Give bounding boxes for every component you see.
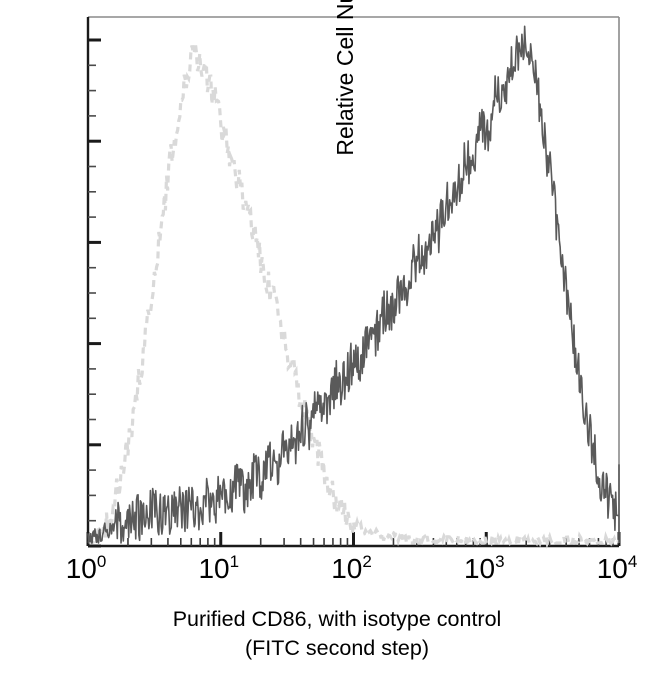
curve-isotype-control bbox=[87, 42, 620, 549]
x-tick-label-exponent: 4 bbox=[628, 552, 637, 571]
x-tick-label: 103 bbox=[464, 552, 505, 584]
y-axis-ticks bbox=[88, 38, 101, 548]
x-axis-title-line2: (FITC second step) bbox=[245, 636, 429, 660]
histogram-curves bbox=[87, 25, 620, 549]
x-tick-label-exponent: 0 bbox=[97, 552, 106, 571]
x-axis-title-line1: Purified CD86, with isotype control bbox=[173, 607, 502, 631]
x-tick-label: 101 bbox=[198, 552, 239, 584]
curve-purified-cd86 bbox=[87, 25, 620, 544]
x-tick-label: 104 bbox=[597, 552, 638, 584]
x-axis-ticks bbox=[86, 532, 621, 546]
x-tick-label-exponent: 1 bbox=[230, 552, 239, 571]
x-tick-label: 102 bbox=[331, 552, 372, 584]
y-axis-title: Relative Cell Number bbox=[332, 0, 358, 156]
x-tick-label: 100 bbox=[66, 552, 107, 584]
x-tick-label-exponent: 2 bbox=[362, 552, 371, 571]
x-axis-tick-labels: 100 101 102 103 104 bbox=[66, 552, 638, 584]
x-tick-label-exponent: 3 bbox=[495, 552, 504, 571]
